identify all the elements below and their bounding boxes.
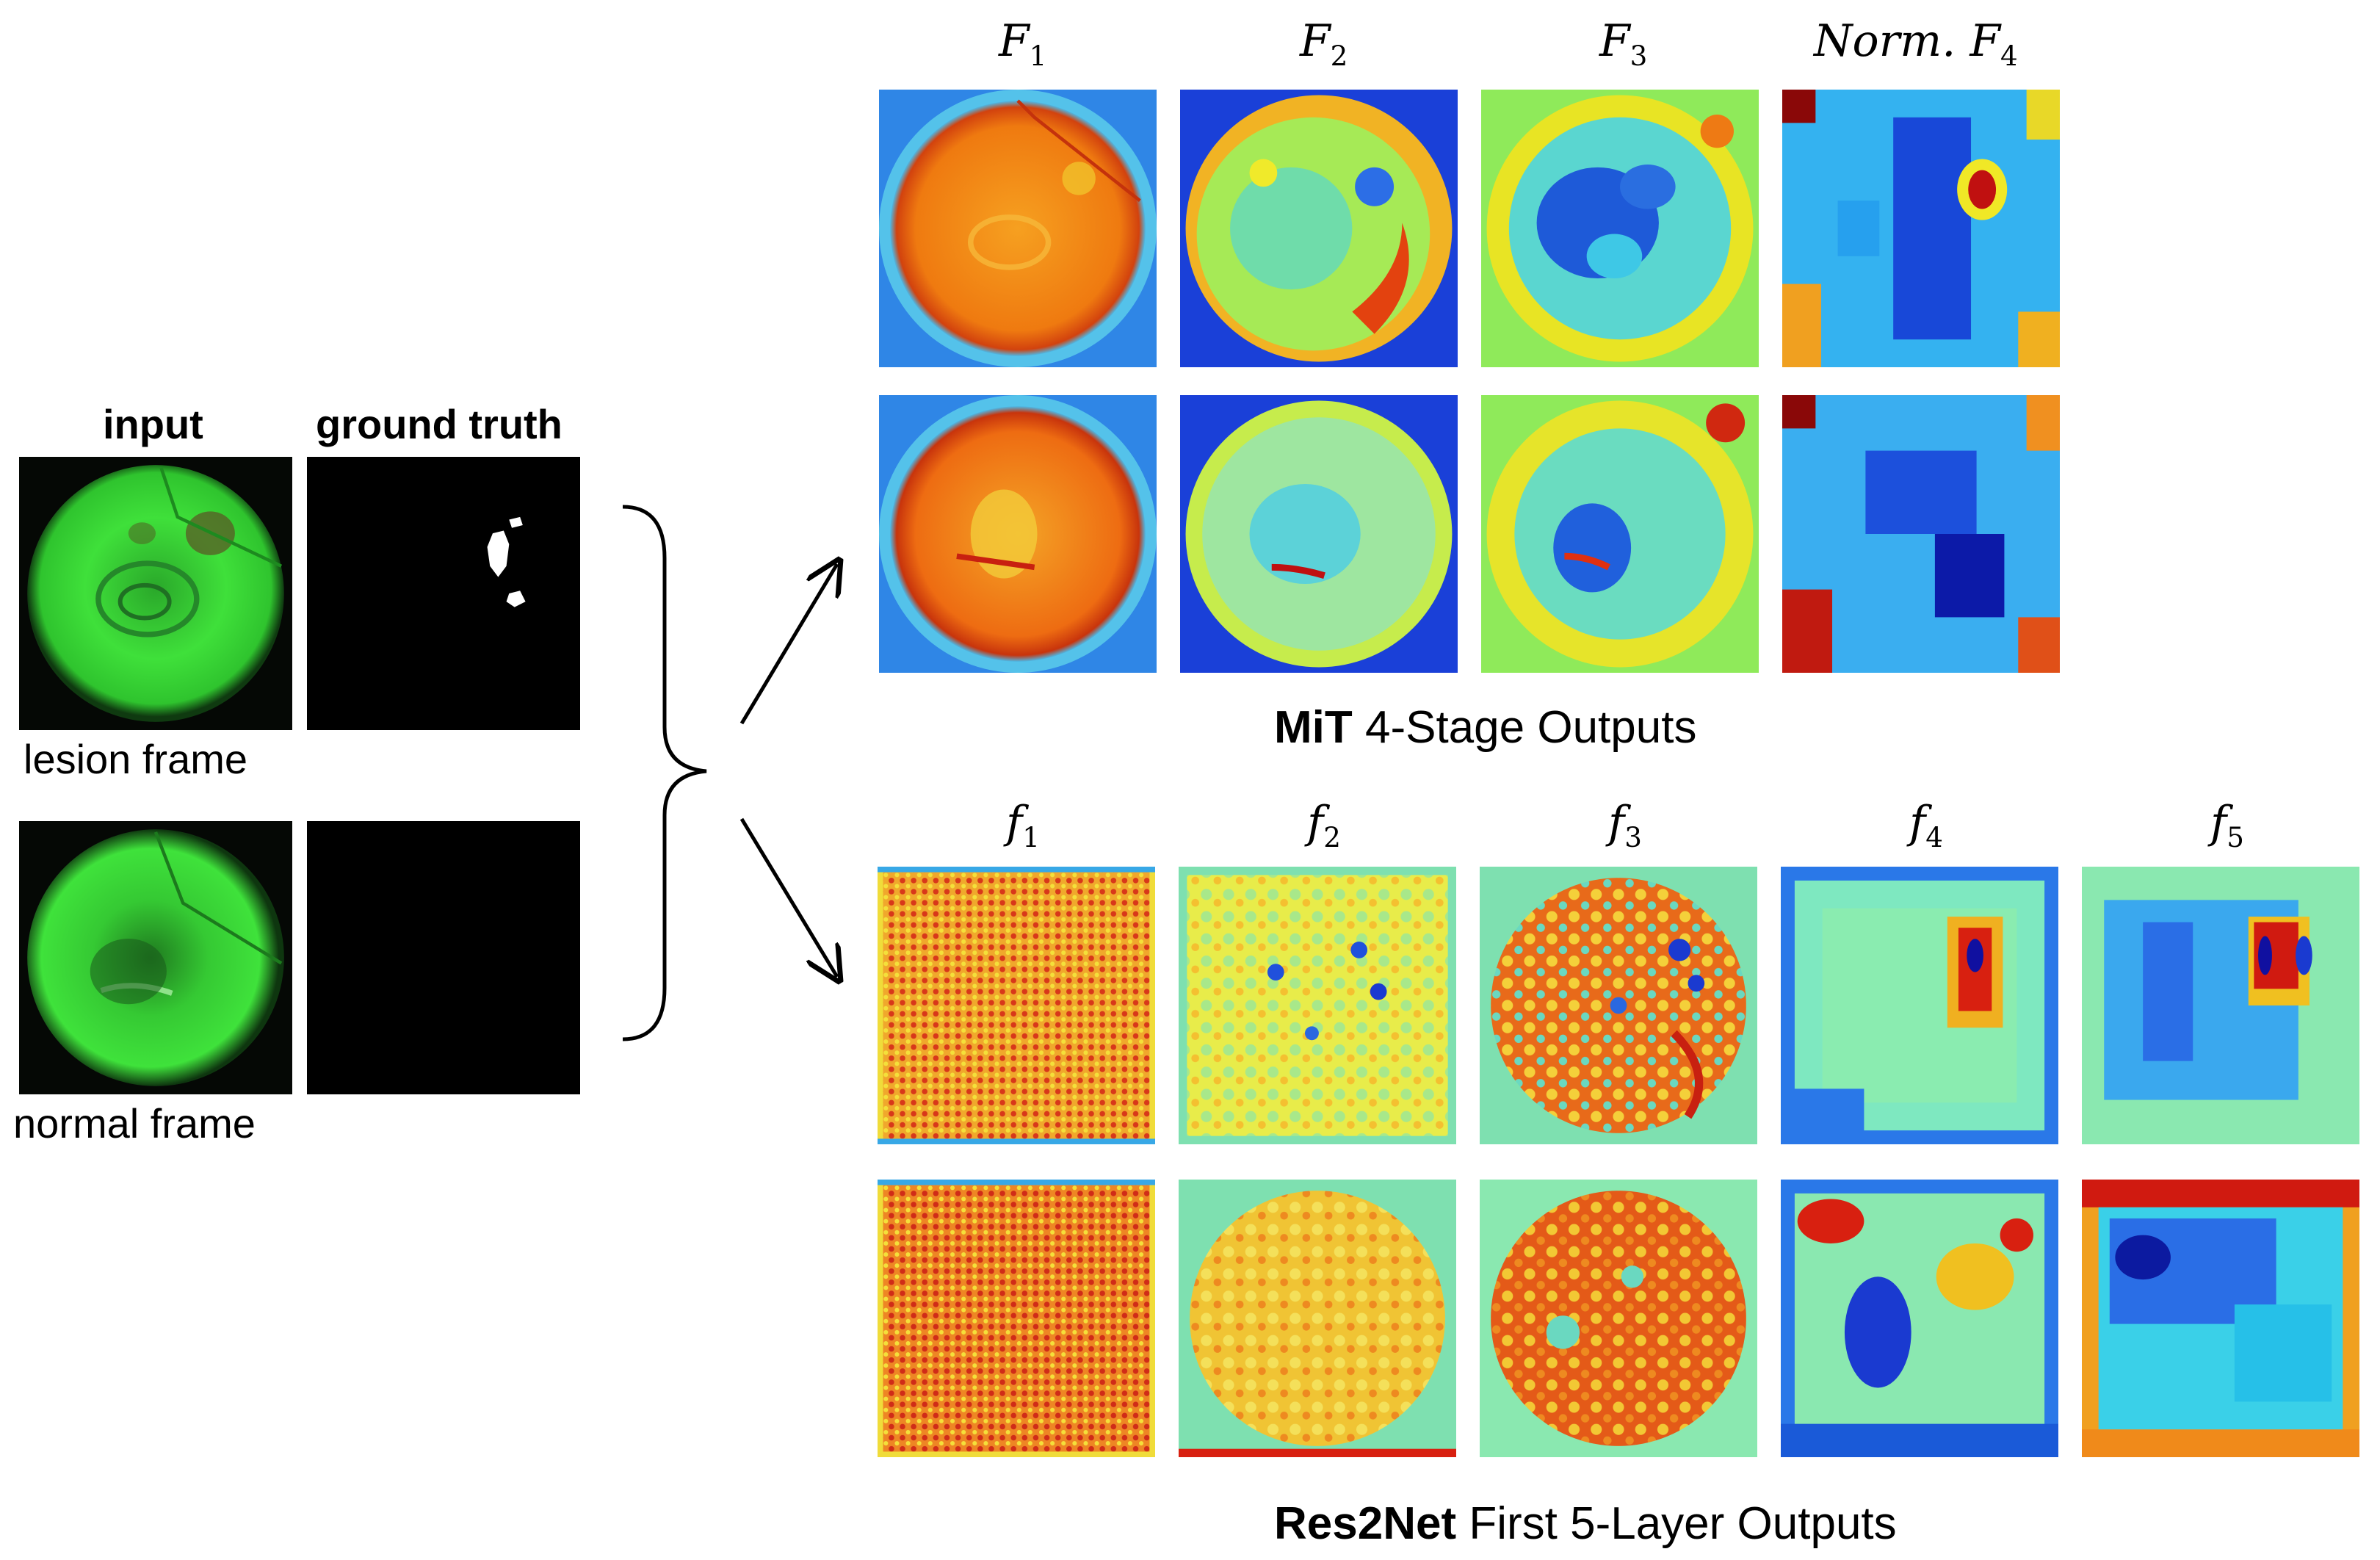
normal-ground-truth-mask	[307, 821, 580, 1094]
mit-normal-f3	[1481, 395, 1759, 673]
res2net-normal-f4	[1781, 1180, 2058, 1457]
res2net-lesion-f2	[1179, 867, 1456, 1144]
normal-frame-caption: normal frame	[13, 1100, 256, 1146]
mit-normal-f2	[1180, 395, 1458, 673]
input-column-header: input	[103, 401, 203, 447]
mit-header-3: F3	[1599, 15, 1648, 72]
res2net-header-2: f2	[1307, 797, 1341, 853]
res2net-section-title: Res2Net First 5-Layer Outputs	[1274, 1498, 1897, 1549]
mit-lesion-f1	[879, 90, 1157, 367]
res2net-header-3: f3	[1608, 797, 1642, 853]
res2net-header-1: f1	[1006, 797, 1040, 853]
arrow-to-res2net	[739, 817, 837, 977]
mit-normal-norm-f4	[1782, 395, 2060, 673]
mit-header-2: F2	[1300, 15, 1348, 72]
mit-normal-f1	[879, 395, 1157, 673]
mit-lesion-norm-f4	[1782, 90, 2060, 367]
mit-header-4: Norm. F4	[1814, 15, 2018, 72]
res2net-normal-f1	[878, 1180, 1155, 1457]
ground-truth-column-header: ground truth	[316, 401, 563, 447]
lesion-input-image	[19, 457, 292, 730]
res2net-lesion-f1	[878, 867, 1155, 1144]
res2net-normal-f3	[1480, 1180, 1757, 1457]
lesion-frame-caption: lesion frame	[23, 736, 248, 782]
curly-brace	[622, 505, 707, 1041]
lesion-ground-truth-mask	[307, 457, 580, 730]
res2net-lesion-f5	[2082, 867, 2359, 1144]
res2net-lesion-f4	[1781, 867, 2058, 1144]
res2net-header-4: f4	[1909, 797, 1943, 853]
mit-section-title: MiT 4-Stage Outputs	[1274, 702, 1697, 753]
mit-header-1: F1	[999, 15, 1047, 72]
normal-input-image	[19, 821, 292, 1094]
mit-lesion-f2	[1180, 90, 1458, 367]
mit-lesion-f3	[1481, 90, 1759, 367]
arrow-to-mit	[739, 564, 837, 725]
res2net-header-5: f5	[2210, 797, 2244, 853]
res2net-lesion-f3	[1480, 867, 1757, 1144]
res2net-normal-f5	[2082, 1180, 2359, 1457]
res2net-normal-f2	[1179, 1180, 1456, 1457]
